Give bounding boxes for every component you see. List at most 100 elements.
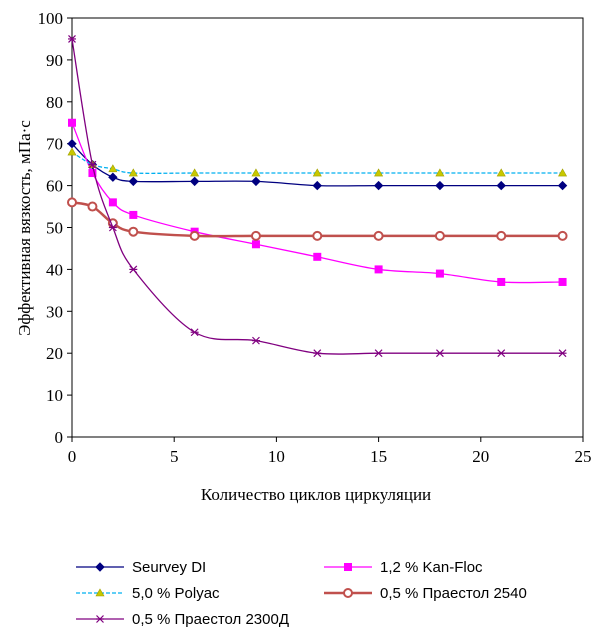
data-point xyxy=(251,168,261,177)
legend-item: 5,0 % Polyac xyxy=(74,582,220,604)
legend-swatch xyxy=(324,588,372,598)
data-point xyxy=(497,277,506,286)
data-point xyxy=(496,180,506,191)
data-point xyxy=(88,160,97,169)
data-point xyxy=(435,269,444,278)
legend-swatch xyxy=(76,588,124,597)
data-point xyxy=(96,615,104,623)
data-point xyxy=(68,35,76,43)
y-axis-label: Эффективная вязкость, мПа·с xyxy=(15,120,34,336)
data-point xyxy=(251,240,260,249)
data-point xyxy=(435,349,444,358)
data-point xyxy=(250,230,261,241)
x-tick-label: 0 xyxy=(68,447,77,466)
data-point xyxy=(95,562,105,572)
legend-item: 0,5 % Праестол 2540 xyxy=(322,582,527,604)
data-point xyxy=(373,180,384,191)
y-tick-label: 40 xyxy=(46,260,63,279)
data-point xyxy=(312,180,322,191)
data-point xyxy=(434,230,445,241)
x-tick-label: 5 xyxy=(170,447,179,466)
data-point xyxy=(558,277,567,286)
plot-frame xyxy=(71,17,584,438)
legend-label: 0,5 % Праестол 2300Д xyxy=(132,610,289,628)
data-point xyxy=(374,265,383,274)
data-point xyxy=(496,230,507,241)
y-tick-label: 30 xyxy=(46,302,63,321)
series-line xyxy=(71,143,563,187)
data-point xyxy=(374,168,384,177)
data-point xyxy=(313,349,322,358)
data-point xyxy=(557,180,568,191)
y-tick-label: 90 xyxy=(46,51,63,70)
data-point xyxy=(312,168,322,177)
data-point xyxy=(435,180,445,191)
legend-item: Seurvey DI xyxy=(74,556,206,578)
data-point xyxy=(129,265,138,274)
series-line xyxy=(71,38,563,355)
data-point xyxy=(373,230,384,241)
chart-plot: 0 10 20 30 40 50 60 70 80 90 100 0 5 10 15 20 25 Количес… xyxy=(15,9,592,504)
data-point xyxy=(344,563,352,571)
data-point xyxy=(313,252,322,261)
series xyxy=(68,118,567,286)
data-point xyxy=(374,349,383,358)
legend-swatch xyxy=(324,563,372,571)
series xyxy=(68,35,567,358)
data-point xyxy=(108,172,118,182)
data-point xyxy=(189,176,200,187)
data-point xyxy=(88,169,97,178)
data-point xyxy=(87,201,98,212)
legend-item: 1,2 % Kan-Floc xyxy=(322,556,483,578)
data-point xyxy=(497,349,506,358)
data-point xyxy=(496,168,506,177)
legend-item: 0,5 % Праестол 2300Д xyxy=(74,608,289,630)
data-point xyxy=(251,176,261,187)
data-point xyxy=(190,328,199,337)
x-tick-label: 15 xyxy=(370,447,387,466)
data-point xyxy=(312,230,323,241)
data-point xyxy=(128,168,138,177)
data-point xyxy=(67,147,77,156)
data-point xyxy=(68,118,76,127)
data-point xyxy=(558,349,567,358)
data-point xyxy=(108,198,117,207)
y-tick-label: 50 xyxy=(46,219,63,238)
x-tick-label: 20 xyxy=(472,447,489,466)
series xyxy=(67,197,568,241)
legend-label: 1,2 % Kan-Floc xyxy=(380,558,483,576)
y-tick-label: 20 xyxy=(46,344,63,363)
data-point xyxy=(557,230,568,241)
legend-swatch xyxy=(76,615,124,623)
data-point xyxy=(251,336,260,345)
y-tick-label: 70 xyxy=(46,135,63,154)
x-tick-label: 10 xyxy=(268,447,285,466)
data-point xyxy=(435,168,445,177)
y-tick-label: 60 xyxy=(46,177,63,196)
data-point xyxy=(108,164,118,173)
y-tick-label: 80 xyxy=(46,93,63,112)
data-point xyxy=(67,197,77,208)
y-tick-label: 10 xyxy=(46,386,63,405)
data-point xyxy=(128,226,139,237)
data-point xyxy=(95,588,105,597)
data-point xyxy=(190,168,200,177)
y-tick-label: 0 xyxy=(55,428,64,447)
data-point xyxy=(343,588,353,598)
legend: Seurvey DI 1,2 % Kan-Floc 5,0 % Polyac 0… xyxy=(0,548,603,638)
series xyxy=(67,138,568,191)
x-tick-label: 25 xyxy=(575,447,592,466)
x-axis-label: Количество циклов циркуляции xyxy=(201,485,431,504)
data-point xyxy=(128,176,139,187)
legend-label: 5,0 % Polyac xyxy=(132,584,220,602)
legend-label: Seurvey DI xyxy=(132,558,207,576)
data-point xyxy=(558,168,568,177)
y-tick-label: 100 xyxy=(38,9,64,28)
legend-label: 0,5 % Праестол 2540 xyxy=(380,584,527,602)
data-point xyxy=(108,223,117,232)
series xyxy=(67,147,568,177)
legend-swatch xyxy=(76,562,124,572)
data-point xyxy=(129,210,138,219)
data-point xyxy=(189,230,200,241)
